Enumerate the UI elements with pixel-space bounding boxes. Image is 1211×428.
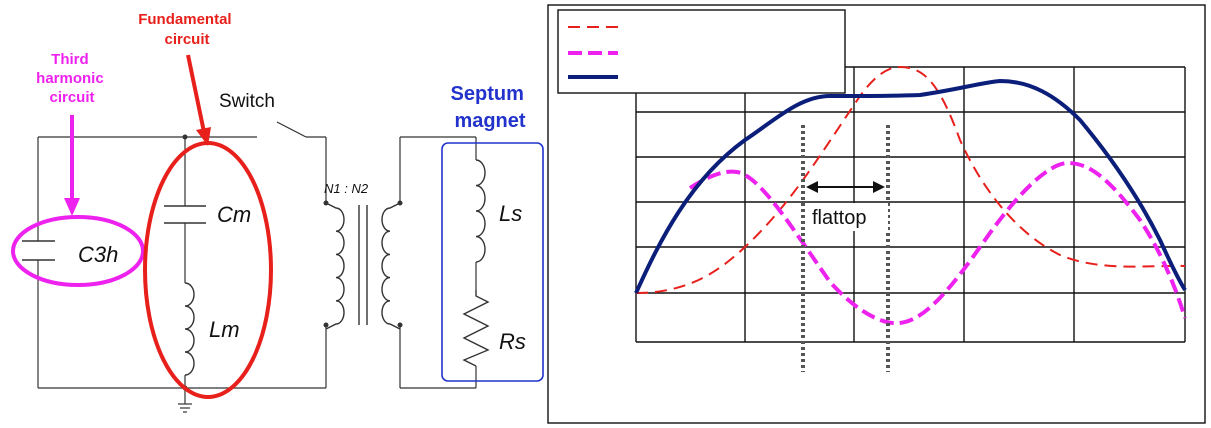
rs-resistor-symbol bbox=[462, 290, 490, 367]
waveform-curves bbox=[634, 65, 1187, 326]
fundamental-label-line: circuit bbox=[164, 31, 209, 48]
flattop-label-background bbox=[807, 203, 888, 231]
rs-label: Rs bbox=[499, 329, 526, 354]
lm-label: Lm bbox=[209, 317, 240, 342]
switch-label: Switch bbox=[219, 91, 275, 112]
septum-magnet-highlight bbox=[441, 142, 544, 382]
legend bbox=[557, 9, 846, 94]
fundamental-arrow bbox=[186, 54, 211, 146]
septum-magnet-label: Septum magnet bbox=[451, 83, 530, 132]
lm-inductor-symbol bbox=[184, 282, 195, 376]
septum-magnet-label-line: magnet bbox=[454, 110, 525, 132]
fundamental-curve bbox=[635, 65, 1186, 294]
c3h-capacitor-symbol bbox=[22, 240, 55, 261]
third-harmonic-label-line: harmonic bbox=[36, 70, 104, 87]
third-harmonic-highlight bbox=[11, 215, 145, 287]
third-harmonic-label: Third harmonic circuit bbox=[36, 51, 108, 106]
c3h-label: C3h bbox=[78, 242, 118, 267]
third-harmonic-label-line: Third bbox=[51, 51, 89, 68]
ls-inductor-symbol bbox=[475, 159, 486, 263]
septum-magnet-label-line: Septum bbox=[451, 83, 524, 105]
fundamental-highlight bbox=[143, 141, 273, 399]
third-harmonic-label-line: circuit bbox=[49, 89, 94, 106]
cm-label: Cm bbox=[217, 202, 251, 227]
cm-capacitor-symbol bbox=[164, 205, 206, 224]
third-harmonic-curve bbox=[688, 160, 1187, 326]
turns-ratio-label: N1 : N2 bbox=[324, 181, 369, 196]
transformer-symbol bbox=[325, 202, 401, 330]
third-harmonic-arrow bbox=[64, 115, 80, 216]
circuit-schematic bbox=[37, 121, 477, 413]
junction-dots bbox=[182, 134, 403, 391]
total-current-curve bbox=[634, 78, 1187, 294]
flattop-label: flattop bbox=[812, 207, 866, 229]
legend-box bbox=[557, 9, 846, 94]
fundamental-label-line: Fundamental bbox=[138, 11, 231, 28]
fundamental-label: Fundamental circuit bbox=[138, 11, 236, 48]
flattop-arrow bbox=[806, 181, 885, 193]
ls-label: Ls bbox=[499, 201, 522, 226]
